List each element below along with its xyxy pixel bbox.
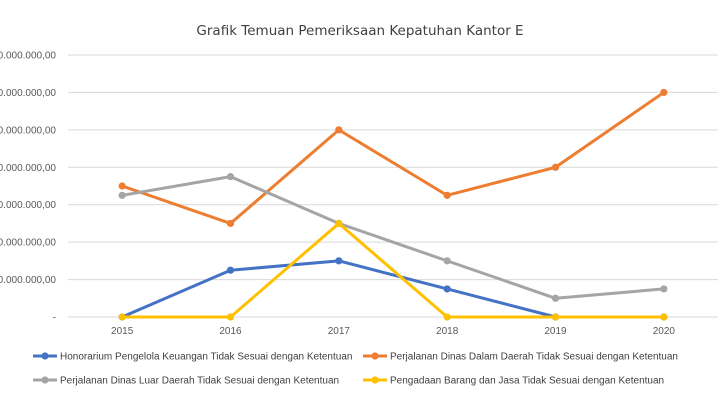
data-point — [118, 313, 126, 321]
data-point — [118, 191, 126, 199]
data-point — [335, 219, 343, 228]
series-lines — [118, 88, 668, 321]
data-point — [335, 126, 343, 134]
legend-item: Pengadaan Barang dan Jasa Tidak Sesuai d… — [363, 376, 664, 387]
y-axis-ticks: - 0.000.000,00 0.000.000,00 0.000.000,00 0.0… — [0, 51, 56, 324]
legend-marker — [41, 352, 49, 360]
legend-item: Perjalanan Dinas Dalam Daerah Tidak Sesu… — [363, 352, 678, 363]
x-axis-ticks: 2015 2016 2017 2018 2019 2020 — [111, 326, 675, 337]
data-point — [443, 285, 451, 293]
series-group — [118, 257, 668, 321]
data-point — [226, 219, 235, 228]
legend: Honorarium Pengelola Keuangan Tidak Sesu… — [33, 352, 678, 387]
series-line — [120, 175, 666, 300]
x-tick-label: 2017 — [328, 326, 351, 337]
legend-marker — [371, 352, 379, 360]
x-tick-label: 2015 — [111, 326, 134, 337]
x-tick-label: 2018 — [436, 326, 459, 337]
y-tick-label: - — [53, 313, 56, 324]
data-point — [551, 294, 560, 302]
data-point — [226, 313, 235, 321]
data-point — [118, 182, 126, 190]
y-tick-label: 0.000.000,00 — [0, 163, 56, 174]
x-tick-label: 2020 — [653, 326, 676, 337]
series-group — [118, 173, 668, 302]
y-tick-label: 0.000.000,00 — [0, 51, 56, 62]
data-point — [551, 313, 560, 321]
y-tick-label: 0.000.000,00 — [0, 238, 56, 249]
data-point — [443, 191, 451, 199]
series-group — [118, 219, 668, 321]
y-tick-label: 0.000.000,00 — [0, 200, 56, 211]
data-point — [551, 163, 560, 171]
data-point — [226, 266, 235, 274]
data-point — [443, 257, 451, 265]
data-point — [660, 313, 668, 321]
series-group — [118, 88, 668, 228]
x-tick-label: 2019 — [544, 326, 567, 337]
legend-label: Pengadaan Barang dan Jasa Tidak Sesuai d… — [390, 376, 664, 387]
x-tick-label: 2016 — [219, 326, 242, 337]
series-line — [120, 221, 666, 319]
legend-marker — [371, 376, 379, 384]
legend-label: Perjalanan Dinas Dalam Daerah Tidak Sesu… — [390, 352, 678, 363]
y-tick-label: 0.000.000,00 — [0, 275, 56, 286]
data-point — [660, 285, 668, 293]
series-line — [120, 90, 666, 225]
y-tick-label: 0.000.000,00 — [0, 88, 56, 99]
legend-item: Perjalanan Dinas Luar Daerah Tidak Sesua… — [33, 376, 339, 387]
legend-item: Honorarium Pengelola Keuangan Tidak Sesu… — [33, 352, 352, 363]
data-point — [443, 313, 451, 321]
legend-marker — [41, 376, 49, 384]
legend-label: Honorarium Pengelola Keuangan Tidak Sesu… — [60, 352, 352, 363]
gridlines — [68, 54, 718, 318]
data-point — [335, 257, 343, 265]
data-point — [226, 173, 235, 181]
data-point — [660, 88, 668, 97]
chart-title: Grafik Temuan Pemeriksaan Kepatuhan Kant… — [196, 23, 523, 39]
y-tick-label: 0.000.000,00 — [0, 125, 56, 136]
legend-label: Perjalanan Dinas Luar Daerah Tidak Sesua… — [60, 376, 339, 387]
